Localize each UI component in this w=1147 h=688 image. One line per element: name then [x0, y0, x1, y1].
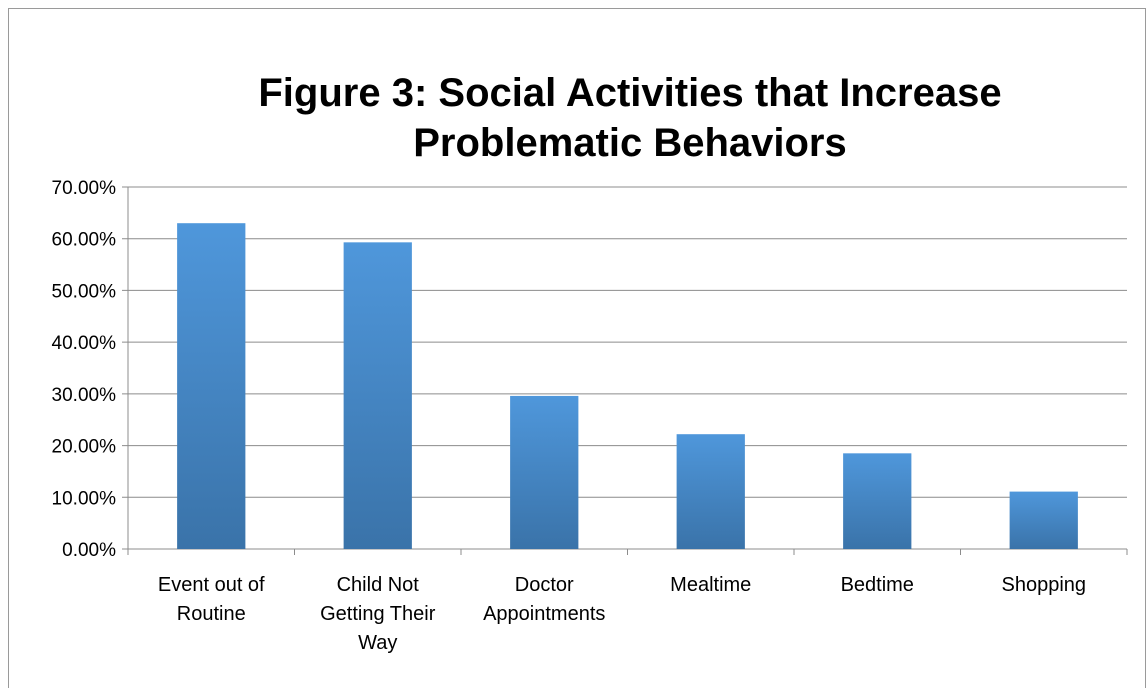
y-tick-label: 30.00%	[52, 385, 117, 406]
y-tick-label: 50.00%	[52, 281, 117, 302]
x-axis-tick-labels: Event out of Routine Child Not Getting Thei…	[158, 574, 1086, 654]
bars	[177, 223, 1078, 549]
bar	[343, 242, 412, 549]
chart-title: Figure 3: Social Activities that Increas…	[258, 71, 1002, 165]
x-tick-label: Event out of Routine	[158, 574, 265, 625]
x-tick-label: Bedtime	[841, 574, 914, 596]
y-tick-label: 60.00%	[52, 230, 117, 251]
y-tick-label: 40.00%	[52, 333, 117, 354]
y-axis-tick-labels: 0.00% 10.00% 20.00% 30.00% 40.00% 50.00% 60.00…	[52, 178, 117, 561]
bar	[843, 453, 912, 549]
x-tick-label: Doctor Appointments	[483, 574, 605, 625]
gridlines	[122, 186, 1127, 550]
bar	[676, 434, 745, 549]
x-tick-label: Mealtime	[670, 574, 751, 596]
x-tick-label: Child Not Getting Their Way	[320, 574, 436, 654]
y-tick-label: 70.00%	[52, 178, 117, 199]
bar	[510, 395, 579, 549]
bar-chart: 0.00% 10.00% 20.00% 30.00% 40.00% 50.00% 60.00…	[52, 178, 1128, 654]
bar	[1009, 491, 1078, 549]
y-tick-label: 10.00%	[52, 488, 117, 509]
y-tick-label: 0.00%	[62, 540, 116, 561]
bar	[177, 223, 246, 549]
y-tick-label: 20.00%	[52, 437, 117, 458]
x-tick-label: Shopping	[1001, 574, 1086, 596]
x-axis	[127, 187, 1128, 555]
